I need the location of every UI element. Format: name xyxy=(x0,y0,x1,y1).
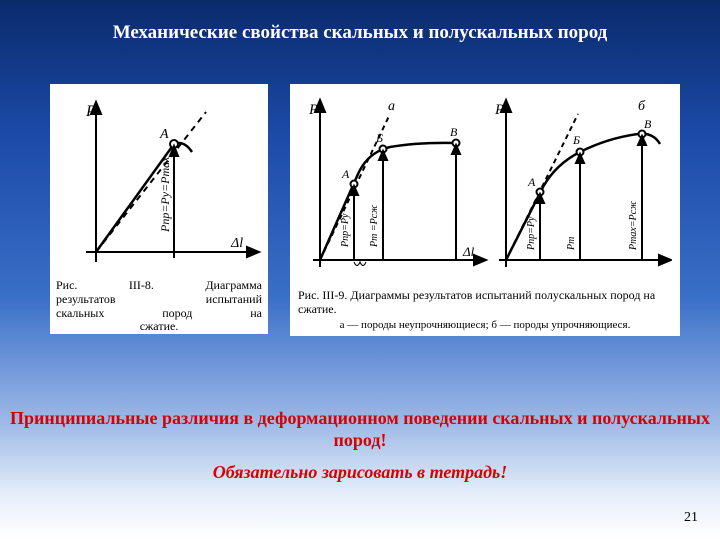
figure-left-caption: Рис. III-8. Диаграмма результатов испыта… xyxy=(56,279,262,334)
point-b-b: Б xyxy=(572,133,580,147)
emphasis-text-2: Обязательно зарисовать в тетрадь! xyxy=(0,462,720,483)
annot-b1: Pпр=Py xyxy=(526,216,537,251)
chart-left: P Δl A Pпр=Py=Pmax xyxy=(56,92,262,272)
emphasis-text-1: Принципиальные различия в деформационном… xyxy=(0,408,720,451)
y-axis-label: P xyxy=(85,103,96,120)
point-a-b: А xyxy=(527,175,536,189)
panel-label-b: б xyxy=(638,99,646,114)
annot-b3: Pmax=Pсж xyxy=(628,200,639,251)
x-axis-label: Δl xyxy=(230,236,243,251)
slide: Механические свойства скальных и полуска… xyxy=(0,0,720,540)
figure-right: P а Δl А Б В Pпр=Py Pт =Pсж xyxy=(290,84,680,336)
y-axis-label-b: P xyxy=(494,102,504,118)
chart-right: P а Δl А Б В Pпр=Py Pт =Pсж xyxy=(298,92,672,282)
point-v-b: В xyxy=(644,117,652,131)
annot-b2: Pт xyxy=(566,237,577,251)
figure-right-caption: Рис. III-9. Диаграммы результатов испыта… xyxy=(298,289,672,331)
caption-line: результатов испытаний xyxy=(56,293,262,307)
vertical-annotation: Pпр=Py=Pmax xyxy=(158,156,172,233)
page-title: Механические свойства скальных и полуска… xyxy=(0,22,720,44)
page-number: 21 xyxy=(684,510,698,526)
x-axis-label-a: Δl xyxy=(462,244,475,259)
y-axis-label-a: P xyxy=(308,102,318,118)
point-a-a: А xyxy=(341,167,350,181)
panel-label-a: а xyxy=(388,99,395,114)
caption-main: Рис. III-9. Диаграммы результатов испыта… xyxy=(298,289,672,317)
point-v-a: В xyxy=(450,125,458,139)
caption-line: скальных пород на xyxy=(56,307,262,321)
caption-sub: а — породы неупрочняющиеся; б — породы у… xyxy=(298,319,672,332)
point-a: A xyxy=(159,127,169,142)
annot-a1: Pпр=Py xyxy=(340,213,351,248)
figure-left: P Δl A Pпр=Py=Pmax Рис. III-8. Диаграмма… xyxy=(50,84,268,334)
point-b-a: Б xyxy=(375,131,383,145)
annot-a2: Pт =Pсж xyxy=(369,204,380,248)
figure-row: P Δl A Pпр=Py=Pmax Рис. III-8. Диаграмма… xyxy=(50,84,680,336)
caption-line: сжатие. xyxy=(56,320,262,334)
caption-line: Рис. III-8. Диаграмма xyxy=(56,279,262,293)
